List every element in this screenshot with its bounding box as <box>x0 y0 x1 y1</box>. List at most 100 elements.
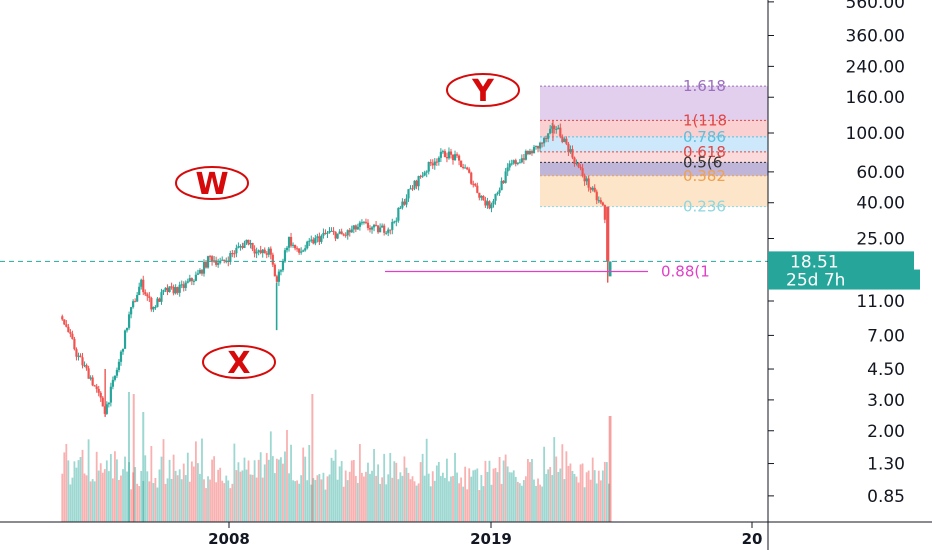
volume-bar <box>577 482 580 522</box>
volume-bar <box>140 470 143 522</box>
volume-bar <box>180 479 183 522</box>
candle-body <box>407 189 410 199</box>
candle-body <box>277 271 280 282</box>
volume-bar <box>199 473 201 522</box>
candle-body <box>403 201 406 205</box>
volume-bar <box>496 472 499 522</box>
volume-bar <box>514 476 517 522</box>
volume-bar <box>235 470 238 522</box>
candle-body <box>405 198 408 205</box>
price-axis-tick: 4.50 <box>867 360 905 380</box>
candle-body <box>589 187 592 190</box>
volume-bar <box>435 465 438 522</box>
volume-bar <box>182 463 185 522</box>
volume-bar <box>81 449 84 522</box>
volume-bar <box>608 416 612 522</box>
volume-bar <box>474 469 477 522</box>
volume-bar <box>561 444 564 522</box>
candle-body <box>296 248 299 250</box>
volume-bar <box>229 488 232 522</box>
price-axis[interactable]: 560.00 360.00 240.00 160.00 100.00 60.00 40.00… <box>767 0 920 550</box>
candle-body <box>595 191 598 201</box>
volume-bar <box>356 482 359 522</box>
candle-body <box>472 183 475 185</box>
candle-body <box>563 138 566 143</box>
candle-body <box>324 232 327 234</box>
candle-body <box>132 301 135 308</box>
candle-body <box>372 224 376 228</box>
candle-body <box>97 388 100 393</box>
volume-bar <box>551 475 554 522</box>
candle-body <box>593 187 596 192</box>
price-axis-tick: 11.00 <box>856 292 905 312</box>
candle-body <box>356 226 359 230</box>
candle-body <box>67 326 70 333</box>
candle-body <box>117 361 121 370</box>
candle-body <box>281 261 285 271</box>
candle-body <box>298 248 301 253</box>
volume-bar <box>387 474 390 522</box>
candle-body <box>415 180 418 187</box>
fib-level-label: 0.5(6 <box>683 153 722 171</box>
candle-body <box>265 253 268 255</box>
volume-bar <box>466 489 469 522</box>
volume-bar <box>567 465 570 522</box>
volume-bar <box>261 477 264 522</box>
fib-zone <box>540 162 768 176</box>
volume-bar <box>585 472 588 522</box>
candle-body <box>532 146 536 154</box>
candle-body <box>237 246 240 248</box>
volume-bar <box>245 469 248 522</box>
volume-bar <box>407 472 410 522</box>
candle-body <box>200 270 204 274</box>
candle-body <box>95 386 98 389</box>
volume-bar <box>148 481 151 522</box>
volume-bar <box>205 488 207 522</box>
fib-zone <box>540 86 768 121</box>
fib-zone <box>540 151 768 163</box>
candle-body <box>71 333 74 339</box>
candle-body <box>194 274 197 281</box>
volume-bar <box>75 467 78 522</box>
candle-body <box>81 357 84 366</box>
candle-body <box>105 404 108 414</box>
volume-bar <box>105 460 108 522</box>
candle-body <box>516 162 519 164</box>
volume-bar <box>219 467 222 522</box>
fib-zone <box>540 136 768 152</box>
bar-countdown-tag <box>768 269 920 290</box>
time-axis[interactable]: 2008 2019 20 <box>0 521 932 548</box>
candle-body <box>421 175 424 177</box>
volume-bar <box>134 467 137 522</box>
volume-bar <box>89 481 92 522</box>
candle-body <box>99 392 102 398</box>
candle-body <box>573 157 576 164</box>
volume-bar <box>215 482 218 522</box>
volume-bar <box>524 476 527 522</box>
candle-body <box>316 236 319 238</box>
volume-bar <box>340 460 343 522</box>
volume-bar <box>83 473 86 522</box>
candle-body <box>134 301 137 303</box>
volume-bar <box>371 470 373 522</box>
candle-body <box>559 127 562 137</box>
candle-body <box>565 138 568 144</box>
volume-bar <box>300 475 303 522</box>
volume-bar <box>363 476 365 522</box>
candle-body <box>75 349 78 357</box>
candle-body <box>547 133 550 139</box>
volume-bar <box>243 457 246 522</box>
last-price-tag[interactable] <box>768 251 914 272</box>
candle-body <box>125 327 129 331</box>
candle-body <box>377 225 380 233</box>
volume-bar <box>166 478 169 522</box>
candle-body <box>352 225 355 230</box>
candle-body <box>520 158 523 163</box>
volume-bar <box>458 483 460 522</box>
volume-bar <box>170 478 173 522</box>
last-price-value: 18.51 <box>790 252 839 272</box>
candle-body <box>457 155 461 161</box>
volume-bar <box>415 485 418 522</box>
